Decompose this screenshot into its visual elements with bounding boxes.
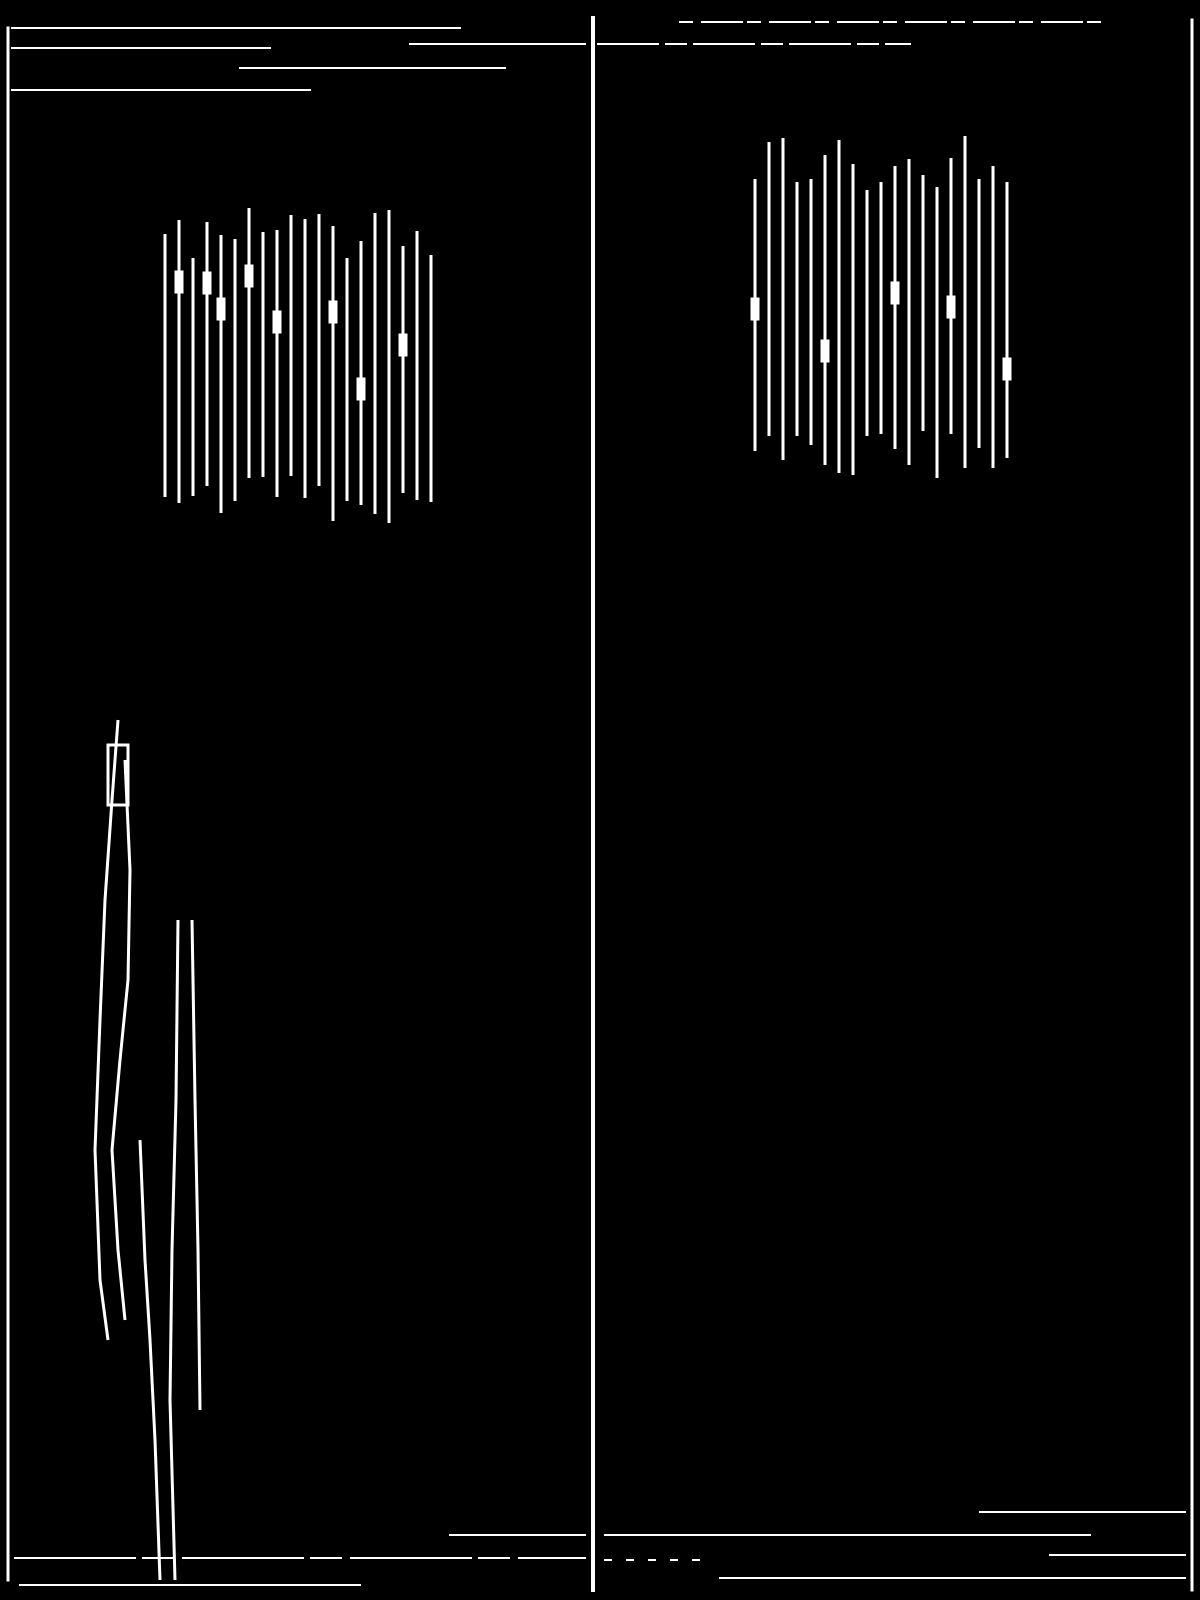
figure-inner-contour	[110, 759, 132, 1321]
right-bars-mark	[946, 295, 956, 319]
figure-left-contour	[93, 719, 120, 1341]
left-bars-mark	[244, 264, 254, 288]
right-bars-mark	[1002, 357, 1012, 381]
left-bars-mark	[272, 310, 282, 334]
left-bars-mark	[202, 271, 212, 295]
right-bars-mark	[820, 339, 830, 363]
left-bars-mark	[174, 270, 184, 294]
figure-top-block	[106, 743, 130, 807]
figure-right-contour-1	[168, 919, 180, 1581]
right-bars-mark	[750, 297, 760, 321]
right-bar-cluster	[750, 136, 1012, 478]
lower-left-figure	[93, 719, 202, 1581]
frame-lines	[6, 16, 1194, 1592]
figure-lower-contour	[138, 1139, 162, 1581]
right-bars-mark	[890, 281, 900, 305]
left-bars-mark	[216, 297, 226, 321]
left-bars-mark	[356, 377, 366, 401]
left-bars-mark	[398, 333, 408, 357]
left-bar-cluster	[163, 208, 433, 523]
figure-right-contour-2	[190, 919, 202, 1411]
left-bars-mark	[328, 300, 338, 324]
